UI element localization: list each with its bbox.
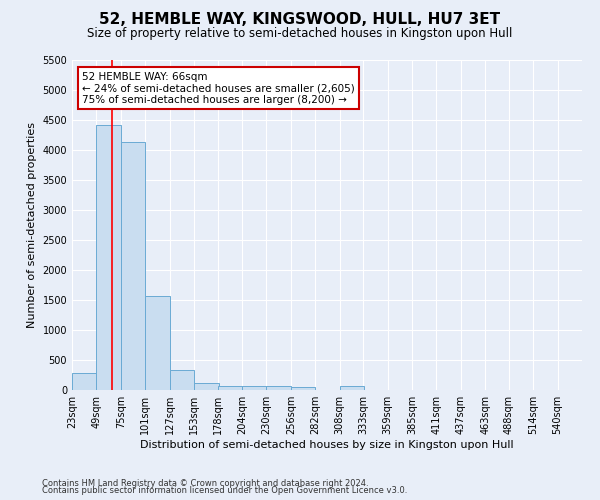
- Bar: [145, 296, 170, 390]
- Bar: [97, 125, 121, 390]
- Bar: [194, 382, 218, 390]
- Bar: [340, 386, 364, 390]
- Text: Size of property relative to semi-detached houses in Kingston upon Hull: Size of property relative to semi-detach…: [88, 28, 512, 40]
- X-axis label: Distribution of semi-detached houses by size in Kingston upon Hull: Distribution of semi-detached houses by …: [140, 440, 514, 450]
- Bar: [121, 142, 145, 390]
- Text: Contains HM Land Registry data © Crown copyright and database right 2024.: Contains HM Land Registry data © Crown c…: [42, 478, 368, 488]
- Text: Contains public sector information licensed under the Open Government Licence v3: Contains public sector information licen…: [42, 486, 407, 495]
- Bar: [170, 370, 194, 390]
- Bar: [291, 386, 315, 390]
- Text: 52, HEMBLE WAY, KINGSWOOD, HULL, HU7 3ET: 52, HEMBLE WAY, KINGSWOOD, HULL, HU7 3ET: [100, 12, 500, 28]
- Y-axis label: Number of semi-detached properties: Number of semi-detached properties: [27, 122, 37, 328]
- Bar: [266, 386, 291, 390]
- Bar: [218, 386, 242, 390]
- Bar: [242, 386, 266, 390]
- Text: 52 HEMBLE WAY: 66sqm
← 24% of semi-detached houses are smaller (2,605)
75% of se: 52 HEMBLE WAY: 66sqm ← 24% of semi-detac…: [82, 72, 355, 105]
- Bar: [72, 373, 97, 390]
